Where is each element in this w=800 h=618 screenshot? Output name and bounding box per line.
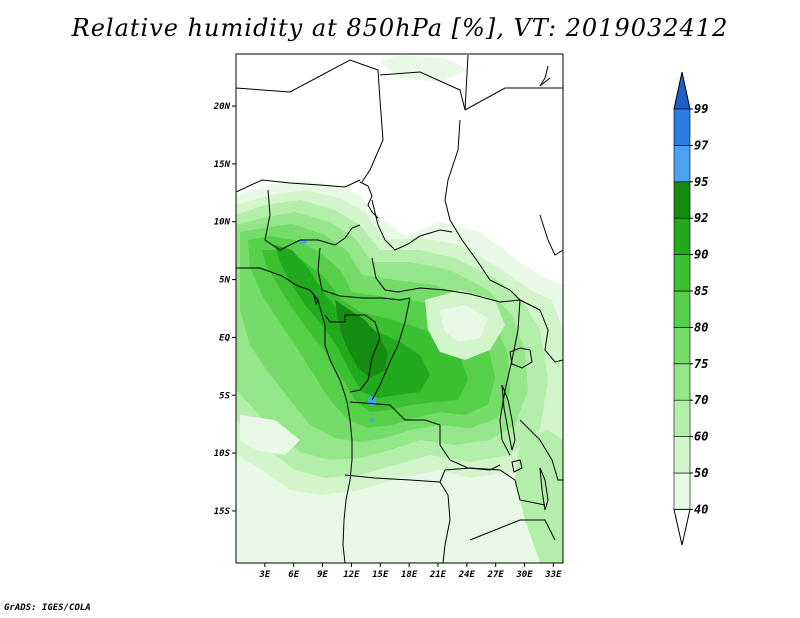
colorbar-label: 92 (694, 211, 708, 225)
border-chad-car (371, 199, 453, 251)
colorbar-segment (673, 217, 691, 255)
lon-tick-label: 27E (487, 570, 505, 580)
colorbar-label: 70 (694, 393, 708, 407)
lake-tanganyika (501, 384, 516, 451)
colorbar-segment (673, 145, 691, 183)
colorbar-segment (673, 399, 691, 437)
lake-victoria (509, 347, 533, 369)
lon-tick-label: 33E (544, 570, 562, 580)
rh-band-60-70-se (515, 430, 563, 563)
grads-credit: GrADS: IGES/COLA (4, 603, 91, 613)
border-zambia (439, 467, 546, 506)
border-uganda-kenya (519, 299, 563, 363)
border-drc-east (499, 299, 521, 456)
colorbar-segment (673, 181, 691, 219)
lon-tick-label: 3E (258, 570, 270, 580)
lake-chad (359, 181, 379, 219)
colorbar-label: 85 (694, 284, 708, 298)
border-sahara-north (236, 59, 384, 183)
colorbar-segment (673, 108, 691, 146)
lon-tick-label: 24E (458, 570, 476, 580)
colorbar-segment (673, 327, 691, 365)
colorbar-segment (673, 363, 691, 401)
lat-tick-label: EQ (219, 333, 230, 343)
latitude-axis: 20N 15N 10N 5N EQ 5S 10S 15S (213, 102, 236, 517)
lon-tick-label: 9E (317, 570, 328, 580)
border-gabon-congo (324, 314, 381, 393)
rh-band-40-50-north (380, 55, 470, 82)
colorbar-label: 50 (694, 466, 708, 480)
colorbar-label: 40 (694, 502, 708, 516)
lon-tick-label: 6E (288, 570, 299, 580)
colorbar-label: 80 (694, 320, 708, 334)
colorbar-label: 95 (694, 175, 708, 189)
colorbar-label: 60 (694, 430, 708, 444)
map-title: Relative humidity at 850hPa [%], VT: 201… (71, 14, 729, 42)
rh-band-92-95 (335, 300, 388, 378)
border-libya-chad (379, 54, 469, 111)
colorbar-label: 75 (694, 357, 708, 371)
colorbar-bottom-triangle (673, 508, 691, 546)
colorbar-segment (673, 290, 691, 328)
lon-tick-label: 21E (429, 570, 447, 580)
lat-tick-label: 10N (214, 218, 231, 228)
lat-tick-label: 15S (214, 507, 231, 517)
colorbar-label: 99 (694, 102, 708, 116)
lat-tick-label: 5N (219, 276, 230, 286)
coastline-angola (342, 401, 353, 563)
colorbar-segment (673, 436, 691, 474)
border-namibia-botswana (442, 494, 451, 563)
rh-spot-95-97 (368, 396, 376, 406)
lon-tick-label: 30E (515, 570, 533, 580)
country-borders (236, 54, 563, 563)
nile-region (539, 65, 551, 87)
border-drc-congo (371, 297, 411, 401)
rh-dry-patch-west (240, 415, 300, 455)
lat-tick-label: 5S (219, 391, 230, 401)
colorbar: 40 50 60 70 75 80 85 90 92 95 97 99 (673, 71, 709, 546)
border-nigeria-cameroon (264, 189, 361, 251)
border-angola-namibia (344, 474, 449, 496)
rh-spot-95-97-north (299, 240, 307, 244)
border-ethiopia (539, 214, 563, 256)
lake-bangweulu (511, 459, 523, 473)
rh-spot-95-97-mid (370, 418, 374, 422)
colorbar-segment (673, 472, 691, 510)
humidity-shading (236, 55, 563, 563)
lake-malawi (539, 467, 549, 511)
border-tanzania-mozambique (519, 419, 563, 481)
border-cameroon (317, 247, 411, 301)
border-sudan (464, 87, 563, 111)
border-car-drc (371, 257, 521, 303)
lon-tick-label: 18E (401, 570, 418, 580)
lat-tick-label: 20N (213, 102, 231, 112)
lon-tick-label: 15E (372, 570, 389, 580)
equatoguinea (313, 294, 319, 306)
map-frame (235, 53, 564, 564)
lon-tick-label: 12E (343, 570, 360, 580)
colorbar-label: 97 (694, 138, 709, 152)
colorbar-top-triangle (673, 71, 691, 110)
lat-tick-label: 15N (214, 160, 231, 170)
border-chad-sudan (444, 119, 521, 301)
rh-dry-patch-east-inner (440, 305, 488, 342)
coastline-west-africa (236, 267, 348, 403)
colorbar-segment (673, 254, 691, 292)
border-nigeria-niger (236, 179, 361, 193)
border-zimbabwe (469, 519, 556, 541)
colorbar-label: 90 (694, 248, 708, 262)
longitude-axis: 3E 6E 9E 12E 15E 18E 21E 24E 27E 30E 33E (258, 563, 562, 580)
lat-tick-label: 10S (214, 449, 231, 459)
